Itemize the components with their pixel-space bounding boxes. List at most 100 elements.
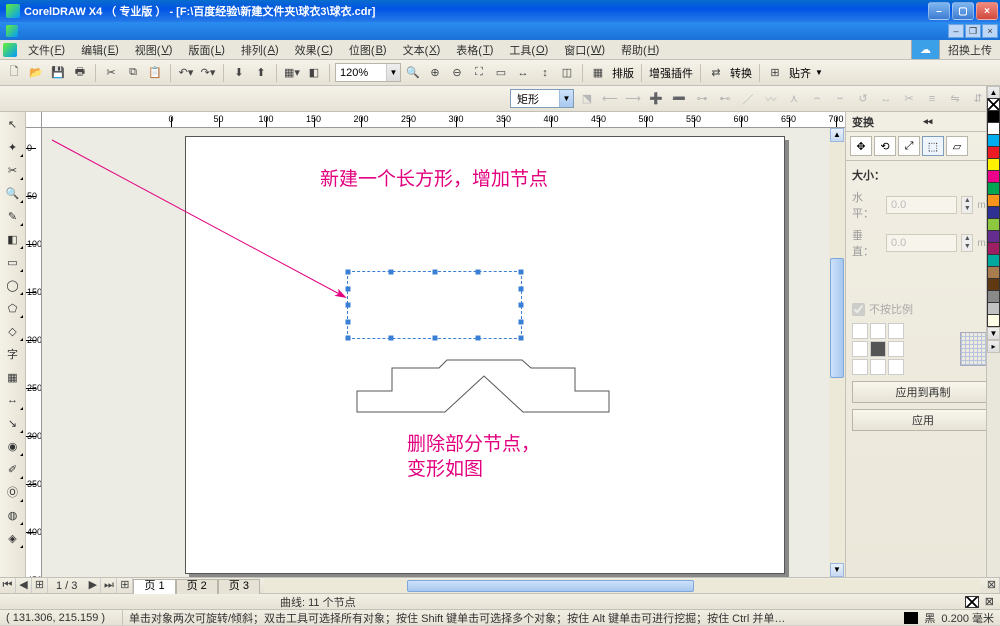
doc-minimize-button[interactable]: – [948,24,964,38]
selection-node[interactable] [475,270,480,275]
transform-tab-scale[interactable]: ⤢ [898,136,920,156]
welcome-button[interactable]: ◧ [304,63,324,83]
selection-node[interactable] [346,303,351,308]
cut-button[interactable]: ✂ [101,63,121,83]
menu-a[interactable]: 排列(A) [233,40,287,59]
eyedropper-tool[interactable]: ✐ [3,459,23,479]
menu-w[interactable]: 窗口(W) [556,40,613,59]
print-button[interactable]: 🖶 [70,63,90,83]
paste-button[interactable]: 📋 [145,63,165,83]
v-spinner[interactable]: ▲▼ [961,234,973,252]
zoom-page-button[interactable]: ▭ [491,63,511,83]
dimension-tool[interactable]: ↔ [3,390,23,410]
selected-rectangle[interactable] [347,271,522,339]
zoom-in-button[interactable]: ⊕ [425,63,445,83]
undo-button[interactable]: ↶▾ [176,63,196,83]
selection-node[interactable] [519,303,524,308]
menu-f[interactable]: 文件(F) [20,40,73,59]
page-tab-2[interactable]: 页 2 [176,579,218,594]
selection-node[interactable] [346,319,351,324]
plugin-label[interactable]: 增强插件 [647,65,695,81]
transform-tab-position[interactable]: ✥ [850,136,872,156]
palette-down-button[interactable]: ▼ [987,327,1000,340]
smart-fill-tool[interactable]: ◧ [3,229,23,249]
menu-c[interactable]: 效果(C) [287,40,341,59]
align-button[interactable]: ≡ [921,88,943,110]
convert-icon[interactable]: ⇄ [706,63,726,83]
menu-e[interactable]: 编辑(E) [73,40,127,59]
zoom-tool[interactable]: 🔍 [3,183,23,203]
doc-restore-button[interactable]: ❐ [965,24,981,38]
reverse-button[interactable]: ↺ [852,88,874,110]
save-button[interactable]: 💾 [48,63,68,83]
page-tab-3[interactable]: 页 3 [218,579,260,594]
outline-swatch[interactable] [904,612,918,624]
extract-button[interactable]: ✂ [898,88,920,110]
table-tool[interactable]: ▦ [3,367,23,387]
page-add-before-button[interactable]: ⊞ [32,578,48,593]
zoom-dropdown-icon[interactable]: ▼ [386,64,400,81]
line-start-button[interactable]: ⟵ [599,88,621,110]
apply-button[interactable]: 应用 [852,409,994,431]
horizontal-scrollbar[interactable] [264,579,980,593]
page-next-button[interactable]: ▶ [85,578,101,593]
page-tab-1[interactable]: 页 1 [133,579,175,594]
menu-h[interactable]: 帮助(H) [613,40,667,59]
zoom-out-button[interactable]: ⊖ [447,63,467,83]
menu-l[interactable]: 版面(L) [180,40,232,59]
selection-node[interactable] [475,336,480,341]
blend-tool[interactable]: ◉ [3,436,23,456]
zoom-height-button[interactable]: ↕ [535,63,555,83]
shape-tool[interactable]: ✦ [3,137,23,157]
app-launcher-button[interactable]: ▦▾ [282,63,302,83]
upload-button[interactable]: 招换上传 [939,40,1000,59]
new-button[interactable]: 🗋 [4,63,24,83]
shape-type-dropdown-icon[interactable]: ▼ [559,90,573,107]
node-join-button[interactable]: ⊶ [691,88,713,110]
selection-node[interactable] [346,286,351,291]
zoom-width-button[interactable]: ↔ [513,63,533,83]
h-spinner[interactable]: ▲▼ [961,196,973,214]
zoom-sel-button[interactable]: ◫ [557,63,577,83]
basic-shapes-tool[interactable]: ◇ [3,321,23,341]
chevron-shape[interactable] [347,356,627,426]
palette-flyout-button[interactable]: ▸ [987,340,1000,353]
zoom-input[interactable] [336,64,386,81]
transform-tab-size[interactable]: ⬚ [922,136,944,156]
scroll-thumb[interactable] [830,258,844,378]
menu-v[interactable]: 视图(V) [127,40,181,59]
hscroll-thumb[interactable] [407,580,693,592]
node-cusp-button[interactable]: ⋏ [783,88,805,110]
selection-node[interactable] [519,336,524,341]
node-sym-button[interactable]: ⌣ [829,88,851,110]
to-curve-button[interactable]: ⬔ [576,88,598,110]
selection-node[interactable] [432,336,437,341]
selection-node[interactable] [519,286,524,291]
zoom-fit-button[interactable]: ⛶ [469,63,489,83]
extend-button[interactable]: ↔ [875,88,897,110]
node-smooth-button[interactable]: ⌢ [806,88,828,110]
zoom-combo[interactable]: ▼ [335,63,401,82]
node-break-button[interactable]: ⊷ [714,88,736,110]
selection-node[interactable] [389,336,394,341]
redo-button[interactable]: ↷▾ [198,63,218,83]
minimize-button[interactable]: – [928,2,950,20]
transform-tab-skew[interactable]: ▱ [946,136,968,156]
doc-close-button[interactable]: × [982,24,998,38]
menu-o[interactable]: 工具(O) [501,40,556,59]
selection-node[interactable] [346,270,351,275]
palette-none-swatch[interactable] [987,98,1000,111]
snap-dropdown-icon[interactable]: ▼ [815,68,823,77]
selection-node[interactable] [346,336,351,341]
palette-swatch[interactable] [987,314,1000,327]
ruler-origin[interactable] [26,112,42,128]
freehand-tool[interactable]: ✎ [3,206,23,226]
proportional-checkbox[interactable] [852,303,865,316]
export-button[interactable]: ⬆ [251,63,271,83]
polygon-tool[interactable]: ⬠ [3,298,23,318]
pick-tool[interactable]: ↖ [3,114,23,134]
page-add-after-button[interactable]: ⊞ [117,578,133,593]
selection-node[interactable] [519,270,524,275]
cloud-button[interactable]: ☁ [911,40,939,59]
anchor-grid[interactable] [852,323,904,375]
